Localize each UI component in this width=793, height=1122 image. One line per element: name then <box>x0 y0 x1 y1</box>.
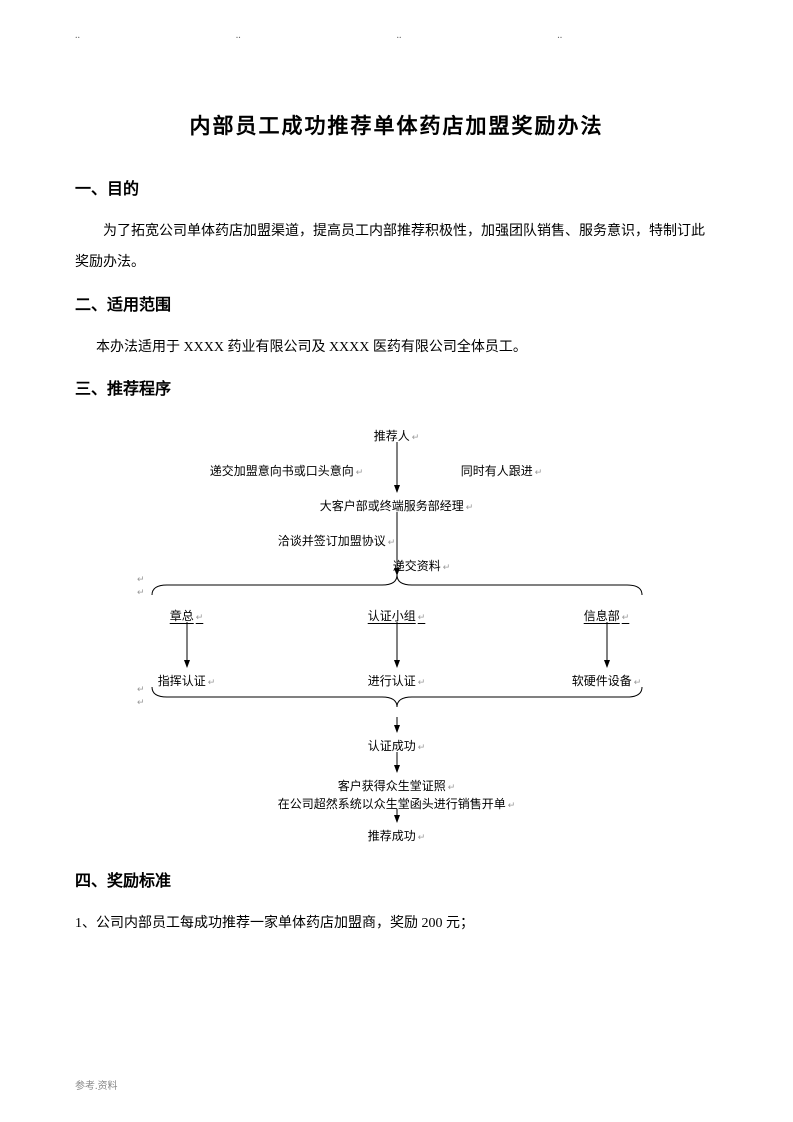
flowchart-node-branch_c: 认证小组↵ <box>368 607 426 624</box>
flowchart-node-cert: 客户获得众生堂证照↵ <box>338 777 456 794</box>
section-2-heading: 二、适用范围 <box>75 291 718 315</box>
flowchart-node-done: 推荐成功↵ <box>368 827 426 844</box>
flowchart-node-success: 认证成功↵ <box>368 737 426 754</box>
svg-text:↵: ↵ <box>137 587 145 597</box>
flowchart-node-right_label1: 同时有人跟进↵ <box>461 462 543 479</box>
flowchart-node-action_c: 进行认证↵ <box>368 672 426 689</box>
section-1-body: 为了拓宽公司单体药店加盟渠道，提高员工内部推荐积极性，加强团队销售、服务意识，特… <box>75 217 718 279</box>
flowchart-node-action_r: 软硬件设备↵ <box>572 672 642 689</box>
svg-text:↵: ↵ <box>137 684 145 694</box>
flowchart-node-branch_l: 章总↵ <box>170 607 204 624</box>
section-4-item-1: 1、公司内部员工每成功推荐一家单体药店加盟商，奖励 200 元； <box>75 909 718 940</box>
flowchart-node-manager: 大客户部或终端服务部经理↵ <box>320 497 474 514</box>
flowchart-node-submit: 递交资料↵ <box>393 557 451 574</box>
section-2-body: 本办法适用于 XXXX 药业有限公司及 XXXX 医药有限公司全体员工。 <box>75 333 718 364</box>
section-4-heading: 四、奖励标准 <box>75 867 718 891</box>
document-title: 内部员工成功推荐单体药店加盟奖励办法 <box>75 110 718 140</box>
header-marks: .. .. .. .. <box>75 30 718 41</box>
flowchart-node-left_label1: 递交加盟意向书或口头意向↵ <box>210 462 364 479</box>
flowchart-node-action_l: 指挥认证↵ <box>158 672 216 689</box>
flowchart-node-sales: 在公司超然系统以众生堂函头进行销售开单↵ <box>278 795 516 812</box>
flowchart-node-negotiate: 洽谈并签订加盟协议↵ <box>278 532 396 549</box>
svg-text:↵: ↵ <box>137 697 145 707</box>
section-1-heading: 一、目的 <box>75 175 718 199</box>
section-3-heading: 三、推荐程序 <box>75 375 718 399</box>
flowchart-container: ↵ ↵ ↵ ↵ 推荐人↵ 递交加盟意向书或口头意向↵ 同时有人跟进↵ 大客户部或终端服务部经… <box>117 417 677 847</box>
flowchart-node-branch_r: 信息部↵ <box>584 607 630 624</box>
svg-text:↵: ↵ <box>137 574 145 584</box>
flowchart-node-start: 推荐人↵ <box>374 427 420 444</box>
footer-text: 参考.资料 <box>75 1077 118 1092</box>
